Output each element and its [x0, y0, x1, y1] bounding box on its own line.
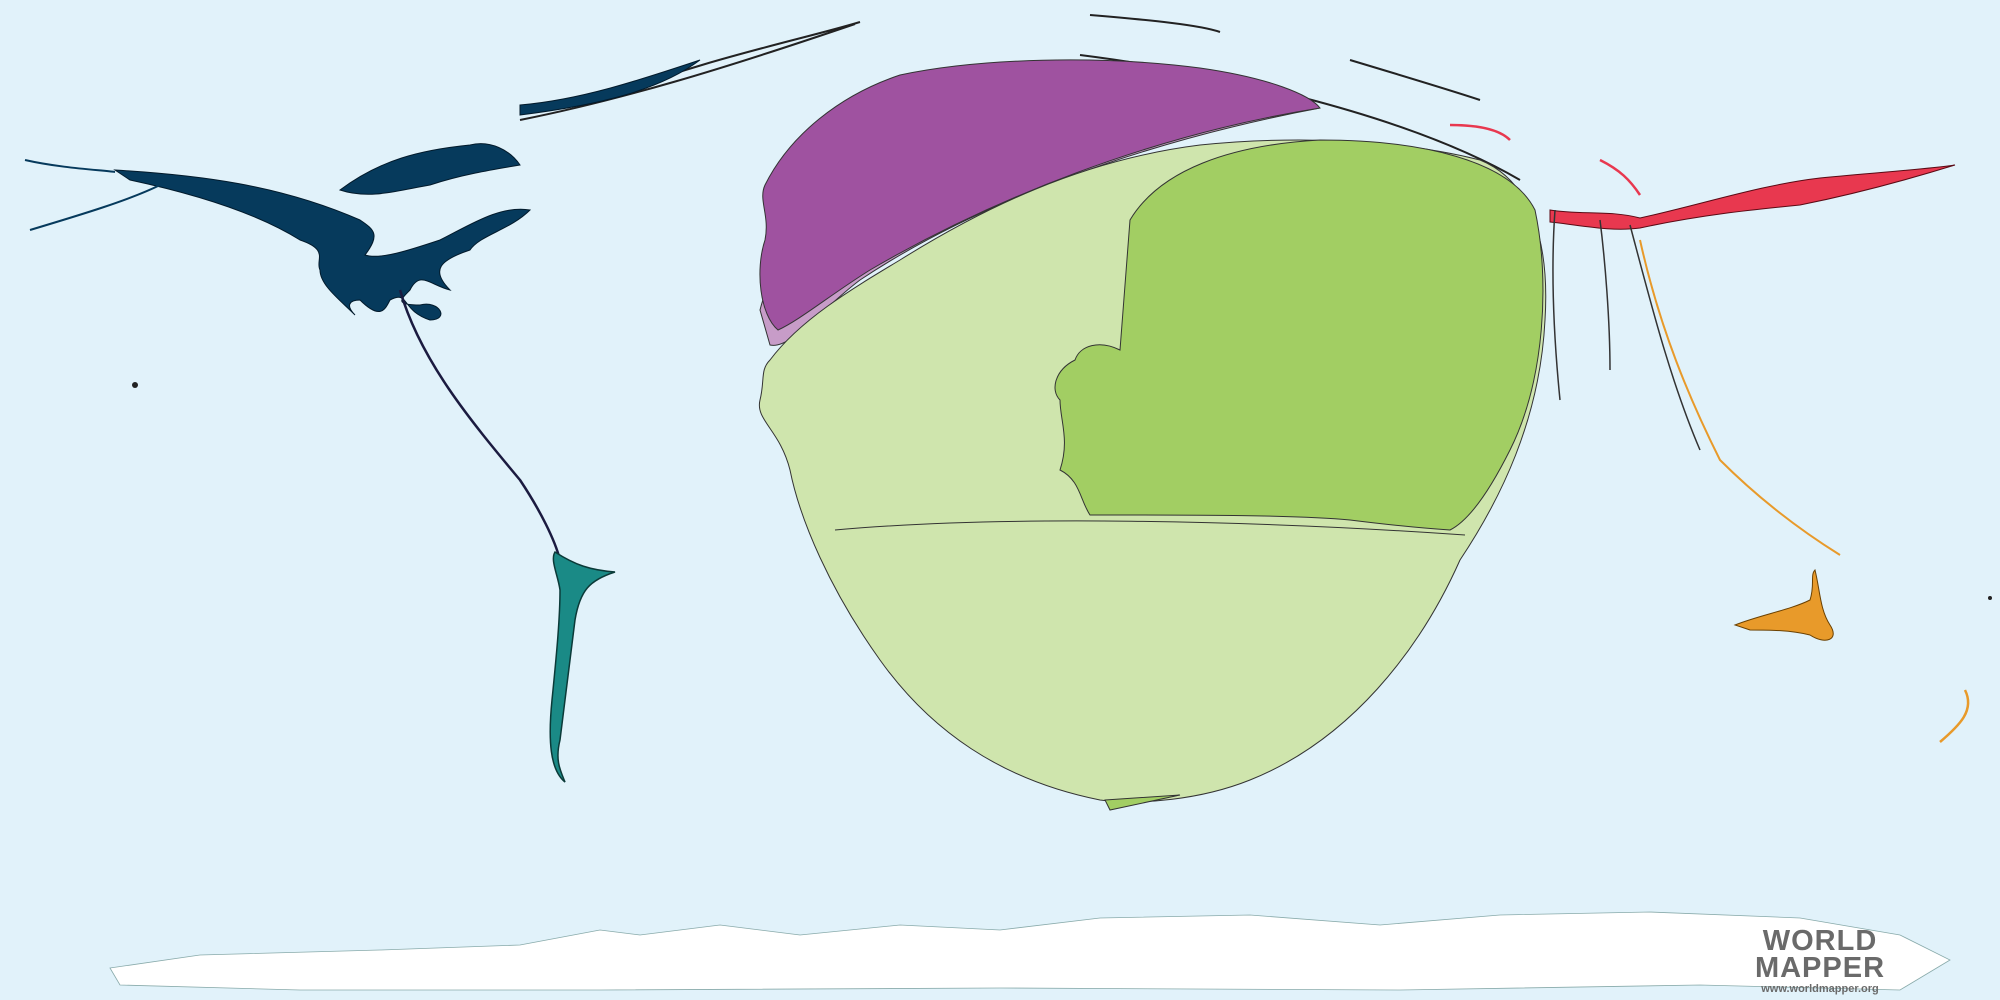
- logo-line1: WORLD: [1762, 925, 1878, 957]
- south-asia: [1552, 209, 1701, 451]
- worldmapper-logo: WORLD MAPPER www.worldmapper.org: [1745, 925, 1895, 996]
- europe-dark: [759, 59, 1321, 331]
- south-america: [549, 550, 616, 783]
- africa-divider: [834, 520, 1466, 536]
- island: [132, 382, 138, 388]
- new-zealand: [1939, 689, 1970, 743]
- antarctica: [109, 911, 1951, 991]
- africa-dark: [1054, 139, 1544, 531]
- island: [1988, 596, 1992, 600]
- logo-url: www.worldmapper.org: [1761, 983, 1879, 995]
- arctic-islands: [519, 14, 1521, 181]
- australia: [1733, 569, 1834, 641]
- logo-line2: MAPPER: [1754, 952, 1886, 984]
- north-america: [113, 59, 701, 321]
- east-asia: [1549, 164, 1956, 230]
- southeast-asia: [1639, 239, 1841, 556]
- africa-south-tip: [1104, 794, 1181, 811]
- russia-coast: [1449, 123, 1642, 196]
- north-america-west-coast: [24, 159, 161, 231]
